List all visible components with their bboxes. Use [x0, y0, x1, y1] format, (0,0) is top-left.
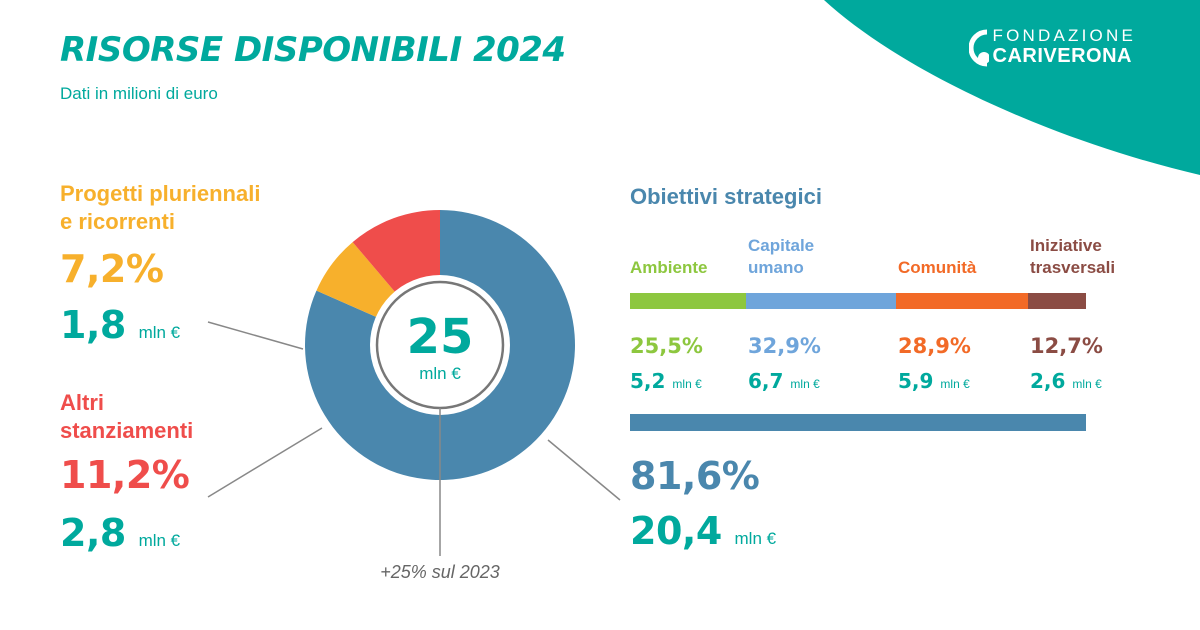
objective-name-iniziative-line-1: Iniziative: [1030, 236, 1102, 255]
logo-text-top: FONDAZIONE: [992, 26, 1136, 45]
altri-amount-row: 2,8 mln €: [60, 512, 180, 562]
total-value: 25: [406, 309, 474, 365]
objective-name-iniziative-line-2: trasversali: [1030, 258, 1116, 277]
altri-label-line-2: stanziamenti: [60, 418, 194, 443]
page-title: RISORSE DISPONIBILI 2024: [60, 30, 566, 70]
objective-amount-iniziative: 2,6: [1030, 369, 1066, 393]
leader-line-progetti: [207, 321, 304, 350]
altri-unit: mln €: [138, 531, 181, 550]
donut-center: 25 mln €: [376, 310, 504, 384]
objective-name-capitale-umano: Capitale umano: [748, 235, 814, 279]
progetti-label: Progetti pluriennali e ricorrenti: [60, 180, 260, 236]
altri-amount: 2,8: [60, 511, 126, 555]
objective-amount-row-iniziative: 2,6 mln €: [1030, 368, 1102, 397]
donut-slice-progetti: [316, 242, 402, 321]
objective-percent-capitale-umano: 32,9%: [748, 334, 821, 358]
logo-mark-icon: [968, 29, 989, 67]
obiettivi-percent: 81,6%: [630, 454, 760, 498]
bar-segment-comunita: [896, 293, 1029, 309]
objective-percent-iniziative: 12,7%: [1030, 334, 1103, 358]
progetti-percent: 7,2%: [60, 247, 164, 291]
bar-segment-iniziative: [1028, 293, 1086, 309]
logo: FONDAZIONE CARIVERONA: [968, 26, 1136, 67]
progetti-amount-row: 1,8 mln €: [60, 304, 180, 354]
altri-label-line-1: Altri: [60, 390, 104, 415]
leader-line-obiettivi: [547, 439, 621, 501]
page-subtitle: Dati in milioni di euro: [60, 84, 218, 103]
donut-slice-obiettivi: [305, 210, 575, 480]
objective-amount-capitale-umano: 6,7: [748, 369, 784, 393]
objective-percent-comunita: 28,9%: [898, 334, 971, 358]
objective-unit-iniziative: mln €: [1072, 377, 1102, 391]
objective-name-iniziative: Iniziative trasversali: [1030, 235, 1115, 279]
objective-percent-ambiente: 25,5%: [630, 334, 703, 358]
bar-segment-capitale-umano: [746, 293, 897, 309]
obiettivi-amount-row: 20,4 mln €: [630, 510, 776, 560]
growth-annotation: +25% sul 2023: [380, 562, 500, 582]
donut-slice-altri: [352, 210, 440, 300]
bar-segment-ambiente: [630, 293, 747, 309]
obiettivi-unit: mln €: [734, 529, 777, 548]
objective-amount-row-comunita: 5,9 mln €: [898, 368, 970, 397]
objective-amount-row-capitale-umano: 6,7 mln €: [748, 368, 820, 397]
objective-name-ambiente: Ambiente: [630, 258, 708, 277]
altri-label: Altri stanziamenti: [60, 389, 193, 445]
leader-line-altri: [207, 427, 323, 498]
obiettivi-amount: 20,4: [630, 509, 722, 553]
progetti-label-line-2: e ricorrenti: [60, 209, 175, 234]
progetti-label-line-1: Progetti pluriennali: [60, 181, 261, 206]
progetti-amount: 1,8: [60, 303, 126, 347]
objective-unit-ambiente: mln €: [672, 377, 702, 391]
progetti-unit: mln €: [138, 323, 181, 342]
objective-name-capitale-umano-line-1: Capitale: [748, 236, 815, 255]
objective-unit-capitale-umano: mln €: [790, 377, 820, 391]
logo-text-bottom: CARIVERONA: [992, 45, 1132, 67]
objective-amount-comunita: 5,9: [898, 369, 934, 393]
objective-name-comunita: Comunità: [898, 258, 977, 277]
altri-percent: 11,2%: [60, 453, 190, 497]
objective-amount-ambiente: 5,2: [630, 369, 666, 393]
strategic-total-bar: [630, 414, 1086, 431]
objectives-title: Obiettivi strategici: [630, 184, 822, 209]
total-unit: mln €: [419, 364, 461, 383]
objective-name-capitale-umano-line-2: umano: [748, 258, 804, 277]
objective-amount-row-ambiente: 5,2 mln €: [630, 368, 702, 397]
objective-unit-comunita: mln €: [940, 377, 970, 391]
